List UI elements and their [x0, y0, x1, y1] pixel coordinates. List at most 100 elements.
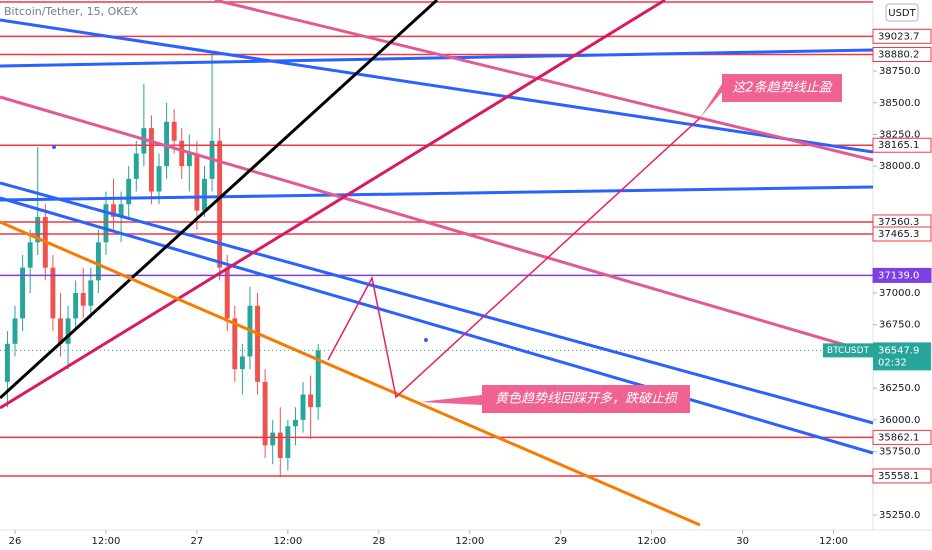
last-price-tag	[873, 342, 931, 371]
candle-body	[164, 121, 170, 167]
candle-body	[262, 381, 268, 446]
candle-body	[50, 267, 56, 319]
y-tick-label: 35750.0	[879, 447, 920, 458]
y-tick-label: 36000.0	[879, 415, 920, 426]
dot	[424, 338, 428, 342]
x-tick-label: 26	[9, 536, 22, 547]
candle-body	[217, 140, 223, 268]
trend-line	[0, 18, 874, 154]
candle-body	[111, 204, 117, 217]
x-tick-label: 12:00	[455, 536, 484, 547]
candle-body	[277, 432, 283, 458]
candle-body	[126, 178, 132, 205]
candle-body	[27, 242, 33, 268]
symbol-tag	[823, 343, 873, 358]
candle-body	[141, 128, 147, 154]
trend-line	[0, 185, 874, 202]
y-tick-label: 38750.0	[879, 66, 920, 77]
candle-body	[88, 280, 94, 306]
candle-body	[300, 394, 306, 420]
y-tick-label: 36250.0	[879, 383, 920, 394]
dot	[52, 145, 56, 149]
candle-body	[20, 267, 26, 319]
countdown: 02:32	[878, 357, 907, 368]
symbol-label: BTCUSDT	[827, 346, 870, 356]
candle-body	[186, 153, 192, 167]
last-price: 36547.9	[878, 345, 919, 356]
x-tick-label: 12:00	[819, 536, 848, 547]
trend-line	[0, 48, 874, 68]
candle-body	[4, 343, 10, 382]
candle-body	[35, 216, 41, 243]
levels	[0, 35, 873, 477]
chart-title: Bitcoin/Tether, 15, OKEX	[4, 5, 138, 18]
x-tick-label: 12:00	[273, 536, 302, 547]
axes: 38750.0 38500.0 38250.0 38000.0 37000.0 36750…	[9, 28, 932, 547]
level-label: 37139.0	[878, 270, 919, 281]
level-label-box	[872, 226, 932, 242]
candle-body	[118, 204, 124, 217]
level-label-box	[872, 267, 932, 283]
candle-body	[224, 267, 230, 319]
y-tick-label: 38500.0	[879, 98, 920, 109]
y-tick-label: 37000.0	[879, 288, 920, 299]
trend-line	[214, 0, 874, 162]
candle-body	[80, 293, 86, 306]
level-label: 39023.7	[878, 31, 919, 42]
candle-body	[133, 153, 139, 179]
annotation-box	[420, 385, 690, 413]
candle-body	[73, 293, 79, 319]
trend-line	[0, 0, 439, 400]
currency-box	[885, 3, 919, 22]
trend-lines	[0, 0, 874, 527]
level-label: 37560.3	[878, 217, 919, 228]
annotation-box	[700, 74, 842, 118]
candle-body	[255, 305, 261, 382]
trend-line	[0, 196, 874, 455]
x-tick-label: 12:00	[92, 536, 121, 547]
level-label: 38880.2	[878, 50, 919, 61]
level-label-box	[872, 47, 932, 63]
level-label-box	[872, 28, 932, 44]
y-tick-label: 36750.0	[879, 320, 920, 331]
candle-body	[232, 318, 238, 370]
y-tick-label: 35250.0	[879, 510, 920, 521]
annotation: 黄色趋势线回踩开多，跌破止损	[495, 392, 678, 407]
candle-body	[156, 166, 162, 192]
candle-body	[171, 121, 177, 141]
projection-path	[327, 117, 701, 399]
candle-body	[308, 394, 314, 408]
level-label: 38165.1	[878, 140, 919, 151]
candle-body	[270, 432, 276, 446]
trend-line	[0, 181, 874, 425]
level-label-box	[872, 468, 932, 484]
trend-line	[0, 0, 666, 410]
candle-body	[95, 242, 101, 281]
candle-body	[194, 153, 200, 211]
level-label: 37465.3	[878, 229, 919, 240]
y-tick-label: 38000.0	[879, 161, 920, 172]
candle-body	[292, 419, 298, 427]
x-tick-label: 12:00	[637, 536, 666, 547]
level-label: 35558.1	[878, 471, 919, 482]
candle-body	[179, 140, 185, 167]
level-label: 35862.1	[878, 432, 919, 443]
candle-body	[285, 426, 291, 458]
x-tick-label: 27	[191, 536, 204, 547]
trend-line	[0, 95, 846, 347]
candle-body	[202, 178, 207, 211]
candle-body	[12, 318, 18, 344]
x-tick-label: 30	[736, 536, 749, 547]
annotation: 这2条趋势线止盈	[732, 81, 832, 96]
candle-body	[58, 318, 63, 344]
candle-body	[65, 318, 71, 344]
y-tick-label: 38250.0	[879, 129, 920, 140]
level-label-box	[872, 429, 932, 445]
trend-line	[0, 220, 701, 527]
level-label-box	[872, 137, 932, 153]
x-tick-label: 28	[372, 536, 385, 547]
currency: USDT	[888, 8, 916, 19]
candle-body	[103, 204, 109, 243]
